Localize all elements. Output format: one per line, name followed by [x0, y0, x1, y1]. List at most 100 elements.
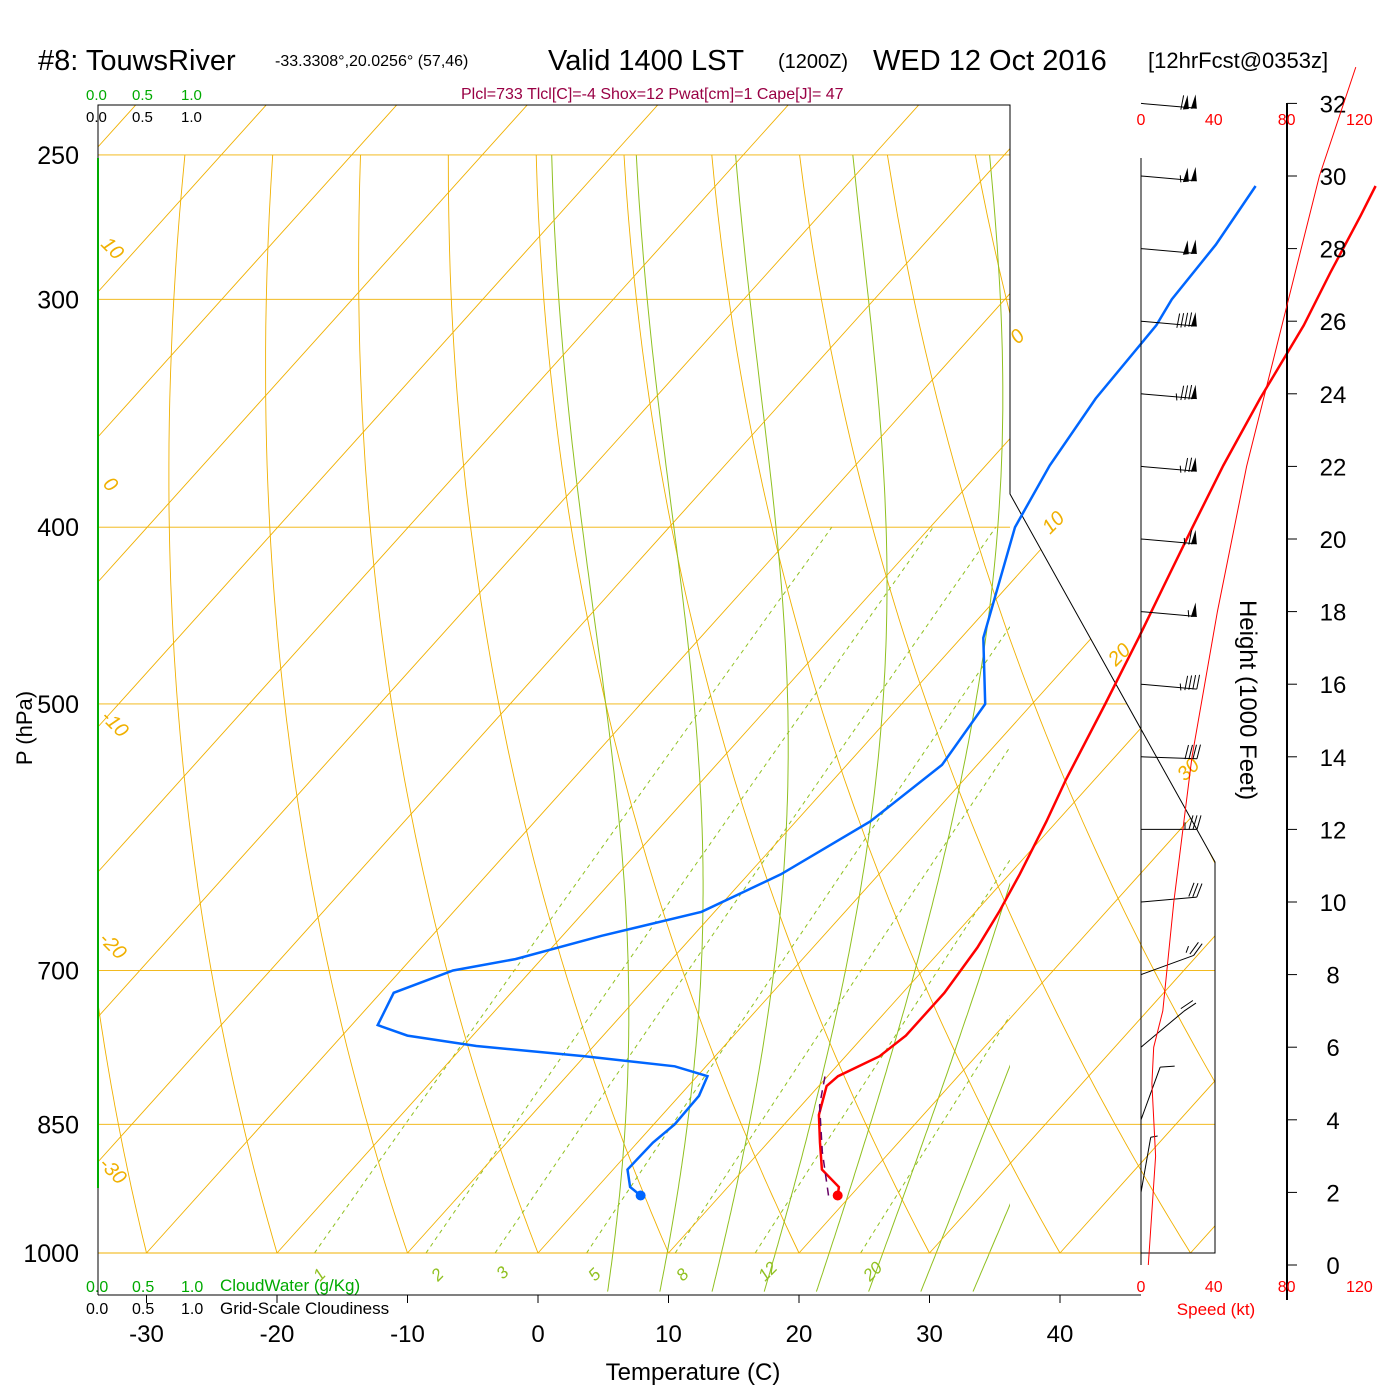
isotherm-line: [98, 105, 614, 1254]
plot-frame: [97, 104, 1216, 1295]
x-axis-tick-label: -20: [260, 1321, 295, 1348]
wind-barb-flag: [1190, 166, 1197, 182]
dry-adiabat-line: [265, 154, 408, 1254]
cloudiness-scale-1: 1.0: [181, 109, 202, 126]
wind-barb-full: [1188, 675, 1193, 690]
cloudwater-bottom-1: 1.0: [181, 1279, 203, 1296]
x-axis-title: Temperature (C): [606, 1359, 781, 1386]
height-tick-label: 32: [1320, 91, 1347, 118]
wind-barb-shaft: [1140, 756, 1197, 760]
height-tick-label: 4: [1326, 1108, 1339, 1135]
wind-barb-full: [1193, 943, 1203, 956]
isotherm-label: 0: [1006, 325, 1029, 348]
wind-barb-half: [1175, 393, 1178, 401]
wind-barb-full: [1180, 95, 1185, 110]
wind-barb-full: [1188, 312, 1193, 327]
height-tick-label: 2: [1326, 1180, 1339, 1207]
height-tick-label: 14: [1320, 745, 1347, 772]
cloudwater-scale-05: 0.5: [132, 87, 153, 104]
wind-barb-half: [1187, 610, 1190, 618]
wind-barb-shaft: [1140, 393, 1197, 400]
wind-speed-bottom-label: 0: [1137, 1279, 1146, 1296]
wind-speed-bottom-label: 40: [1205, 1279, 1223, 1296]
wind-barb-full: [1196, 815, 1202, 830]
wind-barb-shaft: [1140, 320, 1197, 327]
cloudwater-label: CloudWater (g/Kg): [220, 1276, 360, 1295]
isotherm-line: [98, 105, 1215, 1254]
cloudiness-bottom-05: 0.5: [132, 1301, 154, 1318]
wind-barb: [1140, 882, 1203, 903]
wind-barb-full: [1184, 675, 1189, 691]
isotherm-label: 10: [96, 233, 127, 264]
moist-adiabat-line: [920, 1064, 1010, 1292]
dry-adiabat-line: [168, 154, 278, 1254]
dewpoint-line: [375, 185, 1257, 1197]
wind-barb-full: [1180, 1000, 1194, 1010]
wind-barb-flag: [1182, 167, 1189, 183]
isotherm-line: [98, 105, 1136, 1254]
dry-adiabat-line: [535, 154, 800, 1254]
cloudwater-scale-1: 1.0: [181, 87, 202, 104]
wind-speed-top-label: 80: [1278, 112, 1296, 129]
wind-barb-full: [1188, 815, 1194, 830]
height-tick-label: 22: [1320, 454, 1347, 481]
height-axis-title: Height (1000 Feet): [1234, 600, 1261, 800]
wind-barb-full: [1176, 313, 1181, 328]
x-axis-tick-label: 10: [655, 1321, 682, 1348]
valid-date: WED 12 Oct 2016: [873, 45, 1107, 77]
wind-barb: [1140, 744, 1201, 760]
wind-barb-flag: [1190, 529, 1197, 545]
sounding-indices: Plcl=733 Tlcl[C]=-4 Shox=12 Pwat[cm]=1 C…: [461, 86, 844, 103]
mixing-ratio-label: 20: [859, 1258, 887, 1286]
wind-barb-full: [1183, 1002, 1197, 1012]
wind-barb: [1140, 1000, 1197, 1048]
wind-speed-bottom-label: 120: [1346, 1279, 1373, 1296]
isotherm-line: [98, 105, 1006, 1254]
wind-barb-full: [1180, 385, 1185, 401]
cloud-scale-bottom: 0.0 0.5 1.0 CloudWater (g/Kg) 0.0 0.5 1.…: [86, 1276, 389, 1318]
moist-adiabat-line: [763, 154, 888, 1292]
x-axis-tick-label: 40: [1047, 1321, 1074, 1348]
x-axis-tick-label: 20: [786, 1321, 813, 1348]
isotherm-line: [276, 105, 1215, 1254]
wind-barb-full: [1188, 882, 1195, 897]
pressure-tick-label: 700: [37, 957, 79, 985]
isotherm-line: [98, 105, 1215, 1254]
wind-barb-shaft: [1140, 1137, 1152, 1193]
mixing-ratio-labels: 1 2 3 5 8 12 20: [309, 1258, 886, 1286]
isotherm-label: 0: [98, 473, 121, 496]
surface-dewpoint-marker: [635, 1190, 646, 1201]
station-coords: -33.3308°,20.0256° (57,46): [275, 53, 468, 70]
moist-adiabat-line: [815, 154, 1004, 1292]
wind-barb-full: [1192, 675, 1197, 690]
height-tick-label: 10: [1320, 890, 1347, 917]
cloudwater-bottom-0: 0.0: [86, 1279, 108, 1296]
station-title: #8: TouwsRiver: [38, 45, 236, 77]
mixing-ratio-label: 2: [427, 1264, 448, 1285]
cloudwater-scale-0: 0.0: [86, 87, 107, 104]
mixing-ratio-label: 3: [492, 1262, 513, 1283]
height-tick-label: 20: [1320, 527, 1347, 554]
cloud-scale-top: 0.0 0.5 1.0 0.0 0.5 1.0: [86, 87, 202, 126]
mixing-ratio-line: [314, 526, 833, 1254]
temperature-line: [817, 185, 1377, 1196]
isobars: [98, 154, 1215, 1254]
wind-barb-full: [1196, 744, 1201, 759]
surface-temperature-marker: [832, 1190, 843, 1201]
wind-barb-flag: [1182, 240, 1189, 255]
wind-barb: [1140, 941, 1203, 976]
wind-barb-full: [1196, 674, 1201, 690]
wind-barb-full: [1184, 457, 1189, 473]
header: #8: TouwsRiver -33.3308°,20.0256° (57,46…: [38, 45, 1328, 103]
valid-zulu: (1200Z): [778, 51, 848, 73]
wind-speed-top-label: 120: [1346, 112, 1373, 129]
moist-adiabat-line: [711, 154, 789, 1292]
wind-barb-flag: [1190, 239, 1197, 255]
wind-barb-flag: [1190, 602, 1197, 618]
isotherm-line: [407, 105, 1215, 1254]
wind-barb-full: [1192, 744, 1197, 760]
forecast-label: [12hrFcst@0353z]: [1148, 48, 1328, 73]
height-tick-label: 16: [1320, 672, 1347, 699]
